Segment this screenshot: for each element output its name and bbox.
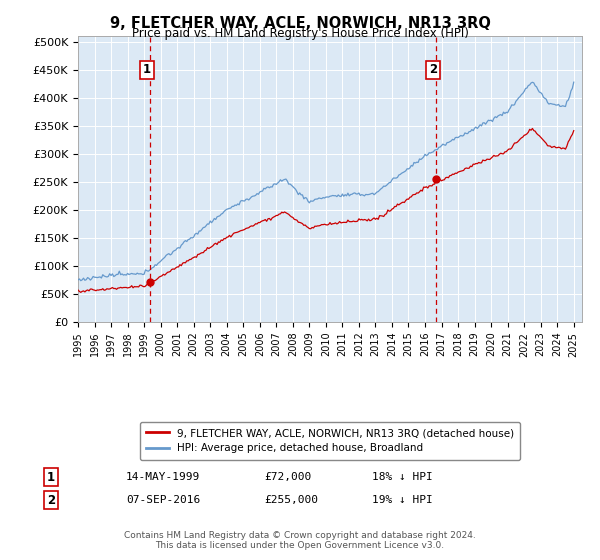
- Text: 1: 1: [47, 470, 55, 484]
- Text: Contains HM Land Registry data © Crown copyright and database right 2024.
This d: Contains HM Land Registry data © Crown c…: [124, 530, 476, 550]
- Text: 19% ↓ HPI: 19% ↓ HPI: [372, 495, 433, 505]
- Text: 14-MAY-1999: 14-MAY-1999: [126, 472, 200, 482]
- Text: 07-SEP-2016: 07-SEP-2016: [126, 495, 200, 505]
- Text: £72,000: £72,000: [264, 472, 311, 482]
- Text: 2: 2: [47, 493, 55, 507]
- Text: 1: 1: [143, 63, 151, 77]
- Text: 2: 2: [429, 63, 437, 77]
- Text: Price paid vs. HM Land Registry's House Price Index (HPI): Price paid vs. HM Land Registry's House …: [131, 27, 469, 40]
- Text: £255,000: £255,000: [264, 495, 318, 505]
- Text: 9, FLETCHER WAY, ACLE, NORWICH, NR13 3RQ: 9, FLETCHER WAY, ACLE, NORWICH, NR13 3RQ: [110, 16, 490, 31]
- Text: 18% ↓ HPI: 18% ↓ HPI: [372, 472, 433, 482]
- Legend: 9, FLETCHER WAY, ACLE, NORWICH, NR13 3RQ (detached house), HPI: Average price, d: 9, FLETCHER WAY, ACLE, NORWICH, NR13 3RQ…: [140, 422, 520, 460]
